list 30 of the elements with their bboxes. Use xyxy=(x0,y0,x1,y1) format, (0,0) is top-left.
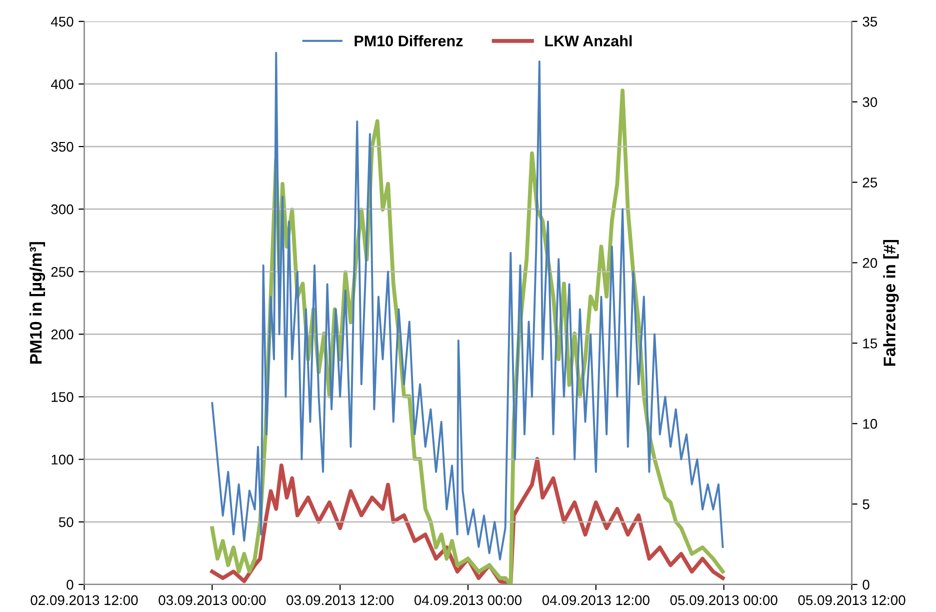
y-tick-label: 300 xyxy=(51,204,74,214)
y2-tick-label: 0 xyxy=(862,580,870,590)
x-tick-label: 05.09.2013 00:00 xyxy=(670,595,778,606)
y-tick-label: 50 xyxy=(58,517,74,528)
y2-tick-label: 10 xyxy=(863,418,878,429)
line-series xyxy=(210,457,725,584)
y2-tick-label: 30 xyxy=(862,97,878,108)
x-tick-label: 04.09.2013 12:00 xyxy=(542,595,650,606)
x-tick-label: 02.09.2013 12:00 xyxy=(30,595,138,606)
x-tick-label: 05.09.2013 12:00 xyxy=(798,595,906,606)
y-tick-label: 0 xyxy=(66,580,74,590)
x-tick-label: 04.09.2013 00:00 xyxy=(414,595,522,606)
y2-tick-label: 20 xyxy=(862,258,878,268)
y2-tick-label: 5 xyxy=(862,500,870,510)
y-tick-label: 350 xyxy=(51,142,74,152)
y2-tick-label: 15 xyxy=(863,338,878,348)
y2-tick-label: 25 xyxy=(862,178,878,188)
y2-axis-title: Fahrzeuge in [#] xyxy=(883,240,899,366)
y-tick-label: 100 xyxy=(52,454,74,465)
y-tick-label: 400 xyxy=(50,79,74,90)
y-axis-title: PM10 in [µg/m³] xyxy=(29,242,46,364)
y-tick-label: 250 xyxy=(51,266,74,277)
y-tick-label: 150 xyxy=(52,392,74,402)
x-tick-label: 03.09.2013 00:00 xyxy=(158,595,266,606)
y-tick-label: 450 xyxy=(50,16,74,27)
legend-label: PM10 Differenz xyxy=(354,35,463,46)
legend-label: LKW Anzahl xyxy=(545,35,632,46)
x-tick-label: 03.09.2013 12:00 xyxy=(286,595,394,606)
y-tick-label: 200 xyxy=(51,330,74,340)
y2-tick-label: 35 xyxy=(862,16,878,27)
